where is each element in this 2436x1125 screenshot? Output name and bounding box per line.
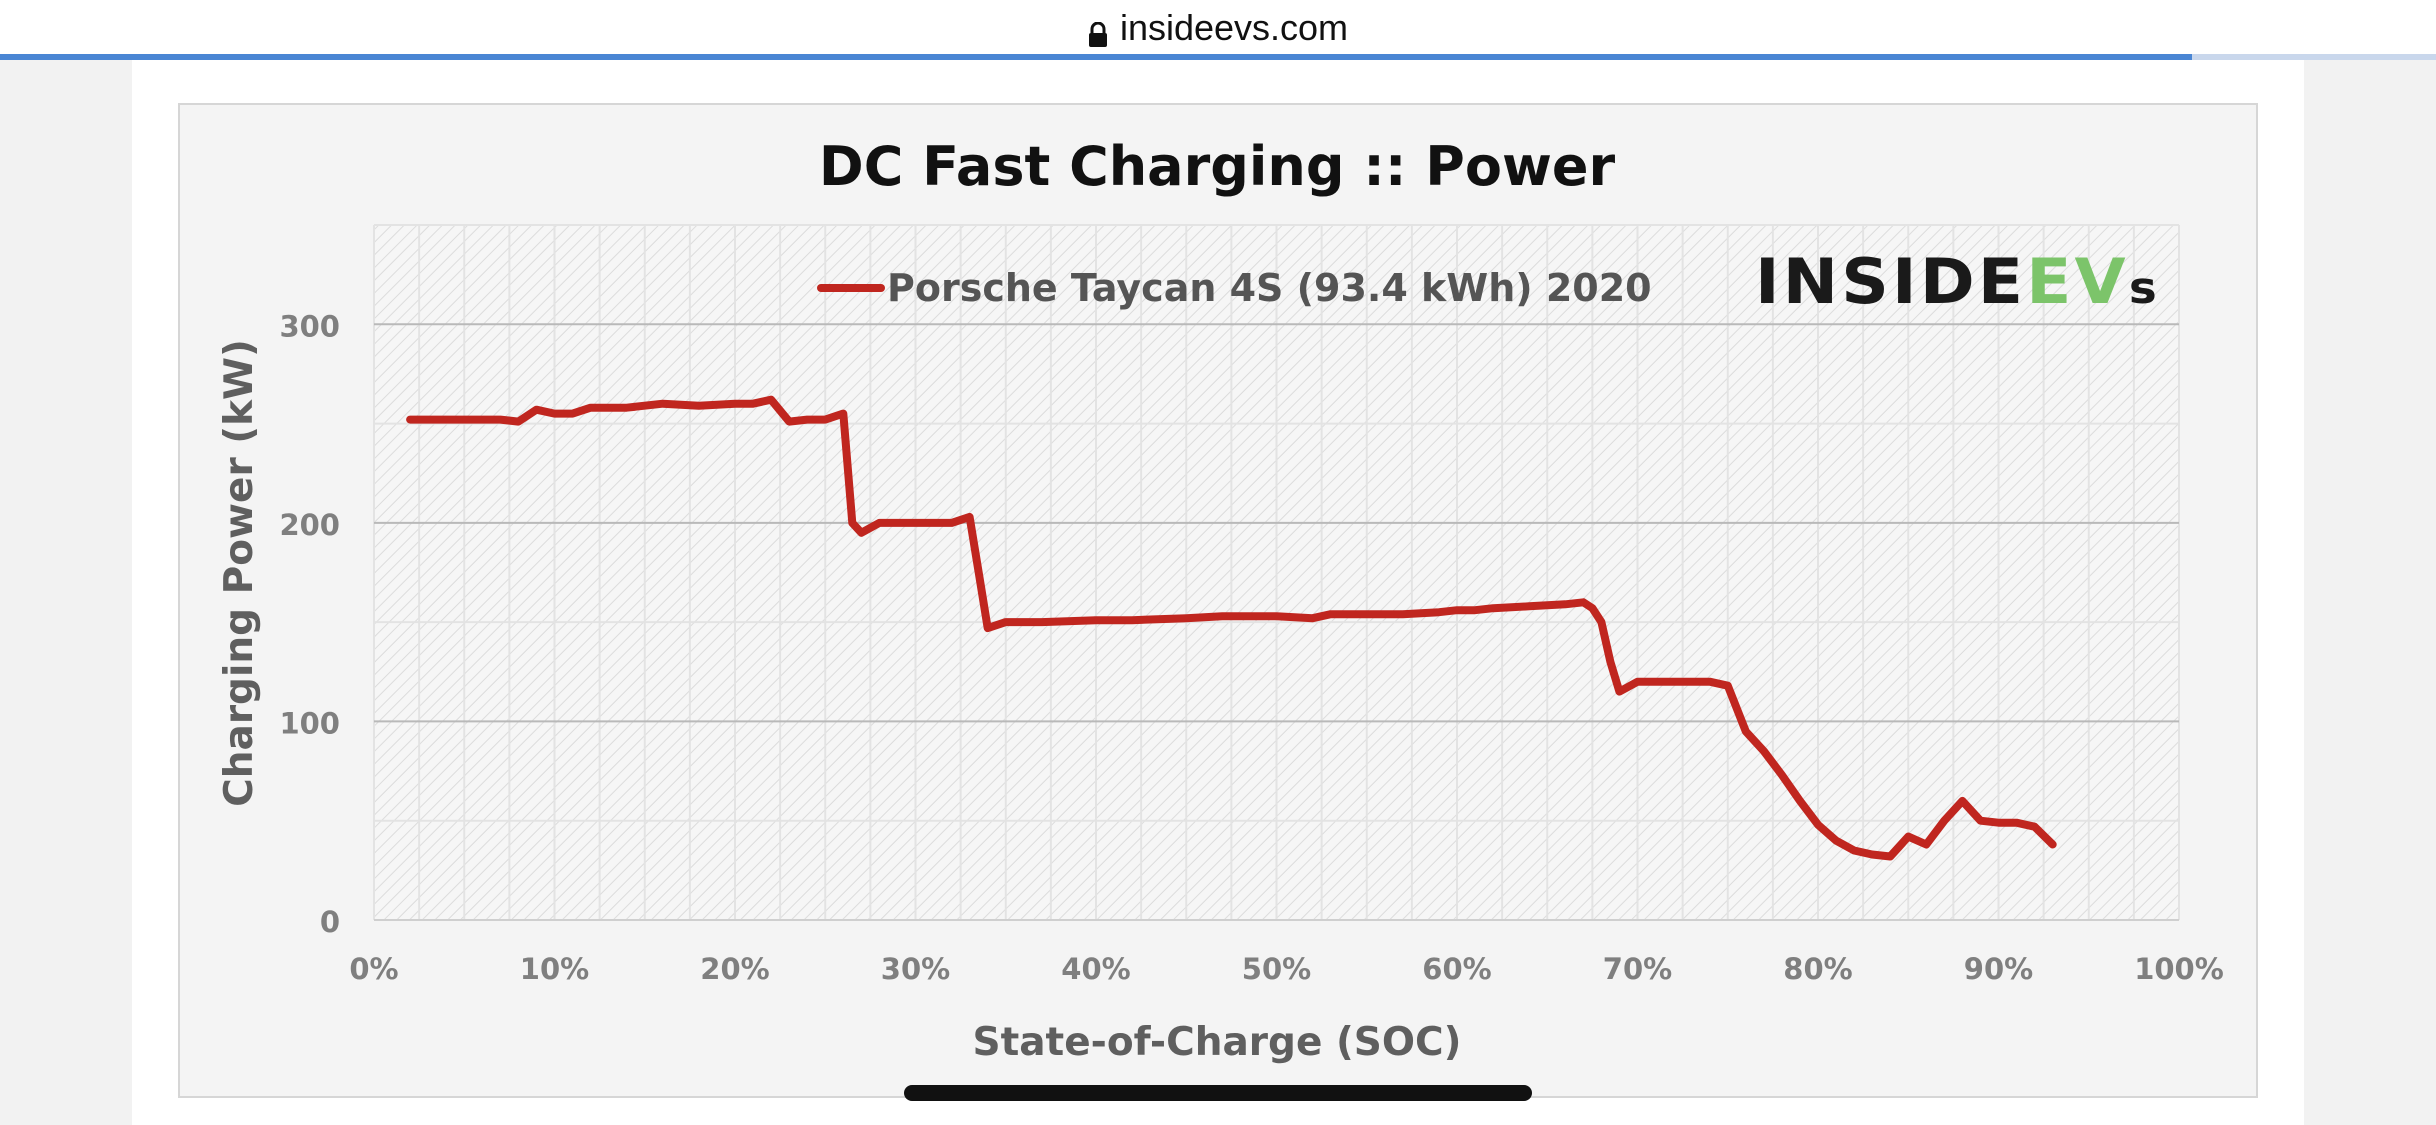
x-tick-label: 100% <box>2134 952 2224 986</box>
x-tick-label: 50% <box>1242 952 1311 986</box>
x-tick-label: 20% <box>700 952 769 986</box>
url-bar[interactable]: insideevs.com <box>0 0 2436 56</box>
page-load-progress-bar <box>0 54 2436 60</box>
series-line <box>406 395 2057 861</box>
url-text: insideevs.com <box>1119 7 1349 48</box>
x-tick-label: 40% <box>1061 952 1130 986</box>
y-axis-label: Charging Power (kW) <box>217 339 262 807</box>
x-tick-label: 60% <box>1422 952 1491 986</box>
x-tick-label: 90% <box>1964 952 2033 986</box>
y-tick-label: 300 <box>279 309 340 343</box>
home-indicator[interactable] <box>904 1085 1532 1101</box>
lock-icon <box>1088 15 1108 47</box>
x-tick-label: 0% <box>349 952 398 986</box>
legend-label: Porsche Taycan 4S (93.4 kWh) 2020 <box>887 266 1652 310</box>
x-axis-label: State-of-Charge (SOC) <box>973 1020 1462 1065</box>
chart-title: DC Fast Charging :: Power <box>819 135 1616 198</box>
x-tick-label: 80% <box>1783 952 1852 986</box>
page-load-progress-fill <box>0 54 2193 60</box>
y-tick-label: 100 <box>279 706 340 740</box>
x-tick-label: 70% <box>1603 952 1672 986</box>
y-tick-label: 0 <box>320 905 340 939</box>
y-tick-label: 200 <box>279 508 340 542</box>
x-tick-label: 30% <box>881 952 950 986</box>
browser-top-bar: insideevs.com <box>0 0 2436 56</box>
x-tick-label: 10% <box>520 952 589 986</box>
brand-logo: INSIDE EV s <box>1755 245 2160 318</box>
